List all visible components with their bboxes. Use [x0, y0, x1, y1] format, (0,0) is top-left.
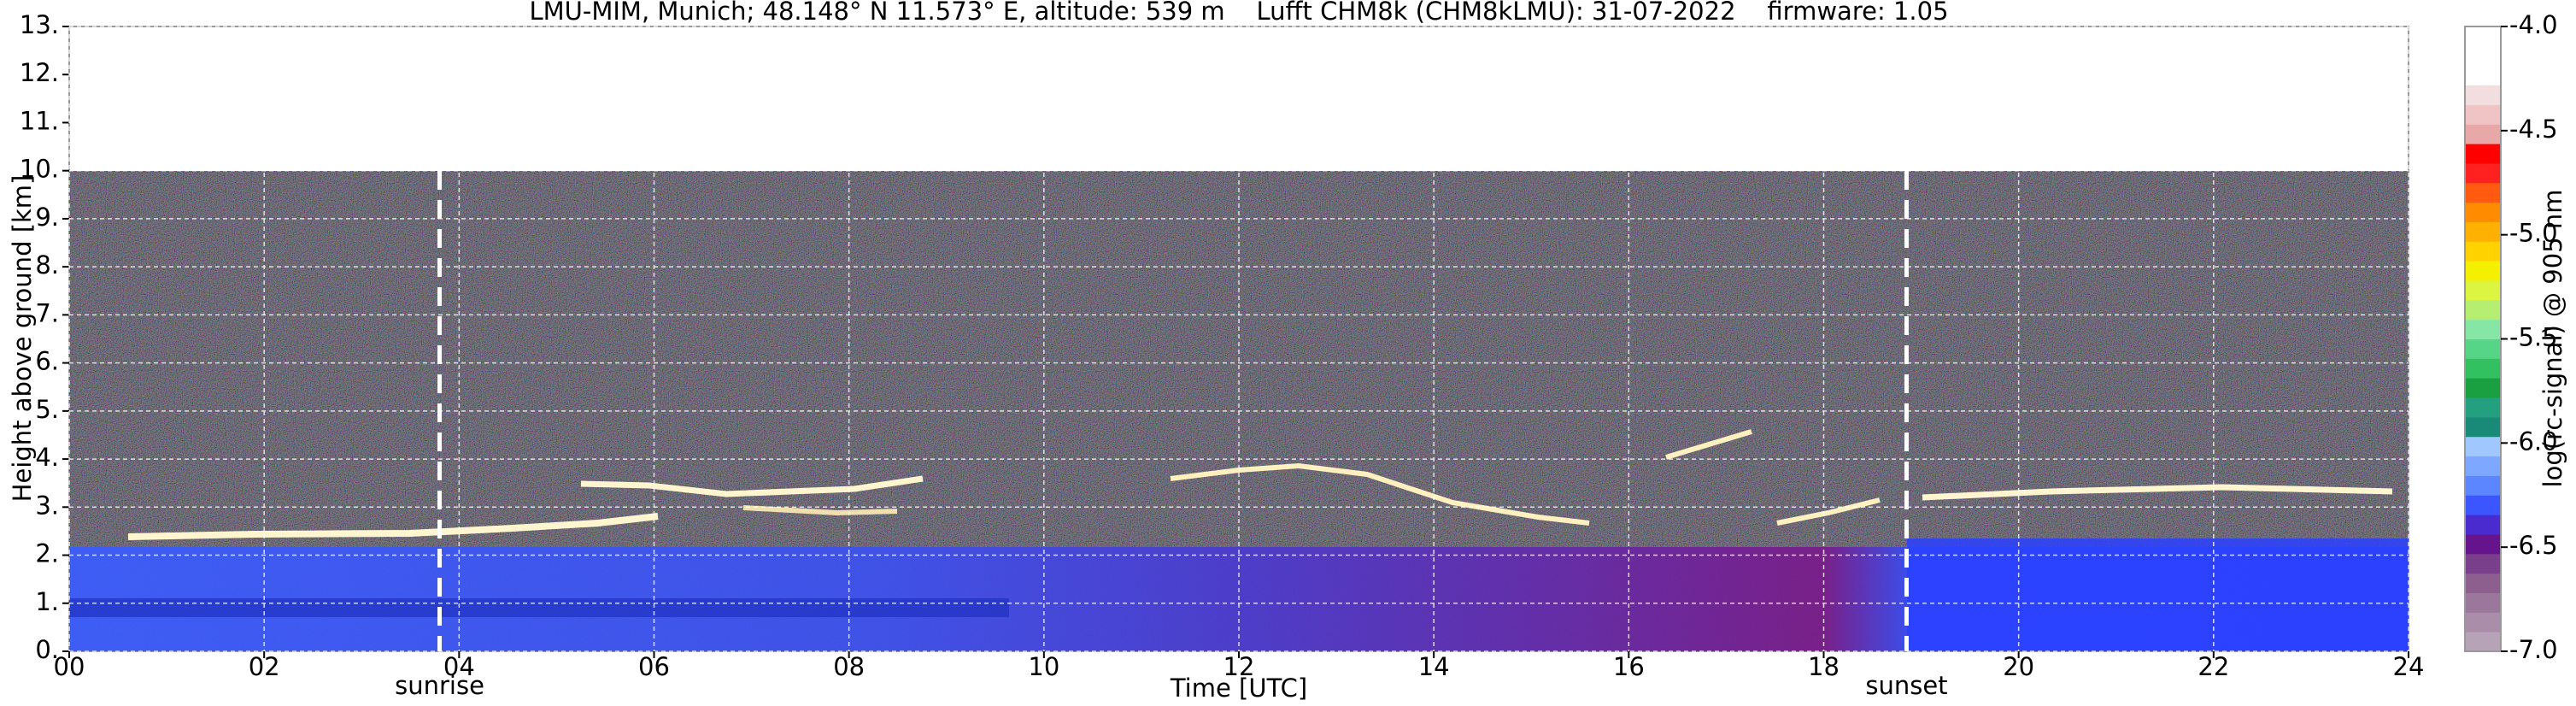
colorbar-swatch	[2465, 261, 2501, 281]
x-tick-label: 18	[1808, 652, 1840, 681]
y-tick-label: 4.	[35, 443, 59, 472]
colorbar-swatch	[2465, 65, 2501, 86]
x-tick-label: 00	[54, 652, 85, 681]
y-tick-label: 1.	[35, 587, 59, 616]
colorbar-swatch	[2465, 338, 2501, 359]
y-tick-label: 11.	[20, 106, 59, 135]
colorbar-swatch	[2465, 162, 2501, 184]
colorbar-swatch	[2465, 104, 2501, 125]
y-tick-label: 5.	[35, 395, 59, 424]
colorbar-swatch	[2465, 515, 2501, 535]
colorbar-swatch	[2465, 553, 2501, 574]
y-axis-label: Height above ground [km]	[8, 175, 37, 503]
x-tick-label: 12	[1223, 652, 1255, 681]
colorbar-tick-label: -7.0	[2509, 635, 2558, 664]
colorbar-tick-label: -5.5	[2509, 323, 2558, 352]
y-tick-label: 7.	[35, 298, 59, 327]
x-tick-label: 22	[2198, 652, 2229, 681]
x-tick-label: 08	[833, 652, 865, 681]
x-axis-label: Time [UTC]	[1170, 674, 1307, 703]
colorbar-swatch	[2465, 378, 2501, 398]
colorbar-swatch	[2465, 533, 2501, 555]
x-tick-label: 24	[2393, 652, 2425, 681]
colorbar-swatch	[2465, 144, 2501, 164]
colorbar-swatch	[2465, 475, 2501, 496]
colorbar-tick-label: -6.5	[2509, 531, 2558, 560]
y-tick-label: 10.	[20, 155, 59, 184]
y-tick-label: 13.	[20, 10, 59, 39]
y-tick-label: 12.	[20, 58, 59, 87]
colorbar-tick-label: -4.5	[2509, 115, 2558, 144]
colorbar-swatch	[2465, 279, 2501, 301]
x-tick-label: 16	[1613, 652, 1645, 681]
colorbar-swatch	[2465, 456, 2501, 476]
colorbar-tick-label: -6.0	[2509, 427, 2558, 456]
colorbar-swatch	[2465, 182, 2501, 203]
colorbar-swatch	[2465, 436, 2501, 457]
x-tick-label: 14	[1418, 652, 1450, 681]
colorbar-swatch	[2465, 26, 2501, 47]
colorbar-swatch	[2465, 299, 2501, 321]
y-tick-label: 8.	[35, 250, 59, 279]
colorbar-label: log(rc-signal) @ 905 nm	[2538, 190, 2567, 488]
colorbar-swatch	[2465, 416, 2501, 438]
x-tick-label: 20	[2003, 652, 2034, 681]
colorbar-swatch	[2465, 124, 2501, 144]
y-tick-label: 6.	[35, 347, 59, 376]
colorbar-swatch	[2465, 319, 2501, 339]
chart-title: LMU-MIM, Munich; 48.148° N 11.573° E, al…	[529, 0, 1948, 26]
x-tick-label: 04	[443, 652, 475, 681]
annotation-label: sunrise	[395, 671, 484, 700]
colorbar-tick-label: -4.0	[2509, 10, 2558, 39]
colorbar-swatch	[2465, 45, 2501, 67]
colorbar-swatch	[2465, 202, 2501, 222]
colorbar-swatch	[2465, 397, 2501, 418]
y-tick-label: 3.	[35, 491, 59, 520]
x-tick-label: 02	[249, 652, 280, 681]
x-tick-label: 06	[638, 652, 670, 681]
colorbar-swatch	[2465, 241, 2501, 262]
x-tick-label: 10	[1028, 652, 1059, 681]
colorbar-tick-label: -5.0	[2509, 219, 2558, 248]
colorbar-swatch	[2465, 632, 2501, 652]
axes: Height above ground [km] Time [UTC] log(…	[8, 175, 2567, 703]
colorbar-swatch	[2465, 592, 2501, 613]
annotation-label: sunset	[1865, 671, 1947, 700]
y-tick-label: 0.	[35, 635, 59, 664]
colorbar-swatch	[2465, 221, 2501, 242]
colorbar-swatch	[2465, 495, 2501, 515]
colorbar-swatch	[2465, 612, 2501, 632]
y-tick-label: 2.	[35, 539, 59, 568]
colorbar-swatch	[2465, 85, 2501, 105]
colorbar-swatch	[2465, 358, 2501, 379]
colorbar-swatch	[2465, 573, 2501, 593]
y-tick-label: 9.	[35, 203, 59, 232]
